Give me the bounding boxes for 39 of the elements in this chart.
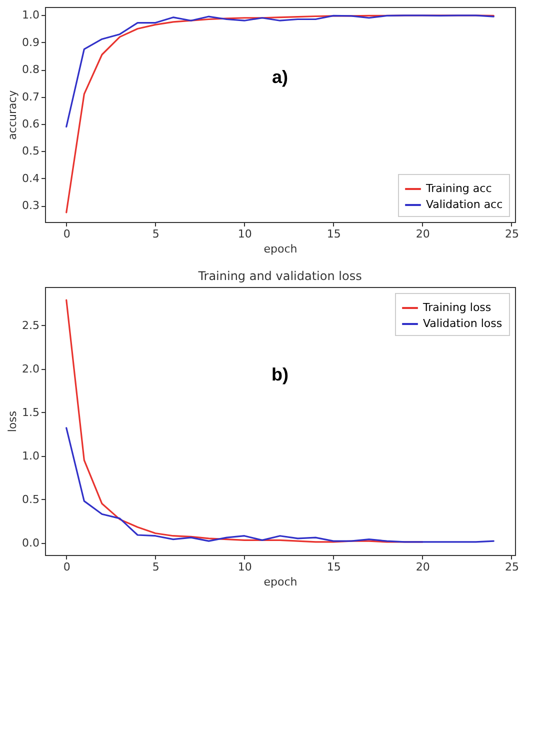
- y-axis-title: accuracy: [6, 90, 20, 140]
- y-tick-label: 0.5: [22, 144, 40, 158]
- x-tick-label: 25: [504, 228, 519, 240]
- y-tick-label: 1.0: [22, 449, 40, 462]
- y-tick-label: 2.5: [22, 318, 40, 332]
- x-tick-label: 0: [63, 560, 70, 574]
- legend-label: Training acc: [425, 182, 492, 195]
- y-tick-label: 2.0: [22, 362, 40, 376]
- annotation: b): [272, 364, 288, 384]
- line-series: [66, 427, 494, 543]
- x-axis-title: epoch: [264, 576, 298, 588]
- x-tick-label: 20: [416, 560, 430, 574]
- legend-label: Training loss: [422, 301, 492, 314]
- x-tick-label: 10: [238, 560, 252, 574]
- y-tick-label: 1.5: [22, 406, 40, 419]
- y-tick-label: 0.6: [22, 118, 40, 131]
- x-tick-label: 20: [416, 228, 430, 240]
- x-tick-label: 5: [152, 228, 160, 240]
- x-tick-label: 25: [504, 560, 519, 574]
- legend-label: Validation acc: [426, 198, 503, 211]
- x-tick-label: 5: [152, 560, 160, 574]
- y-tick-label: 0.4: [22, 172, 40, 185]
- legend-label: Validation loss: [423, 317, 502, 330]
- y-tick-label: 0.7: [22, 90, 40, 104]
- y-tick-label: 0.3: [22, 199, 40, 212]
- x-tick-label: 0: [63, 228, 70, 240]
- x-tick-label: 15: [326, 560, 341, 574]
- chart-title: Training and validation loss: [197, 269, 362, 283]
- y-tick-label: 1.0: [22, 8, 40, 22]
- x-axis-title: epoch: [264, 242, 298, 256]
- y-tick-label: 0.8: [22, 63, 40, 76]
- y-tick-label: 0.9: [22, 36, 40, 49]
- y-tick-label: 0.5: [22, 492, 40, 506]
- x-tick-label: 10: [238, 228, 252, 240]
- y-axis-title: loss: [6, 410, 20, 432]
- annotation: a): [272, 66, 288, 87]
- x-tick-label: 15: [326, 228, 341, 240]
- line-series: [66, 14, 494, 128]
- y-tick-label: 0.0: [22, 536, 40, 550]
